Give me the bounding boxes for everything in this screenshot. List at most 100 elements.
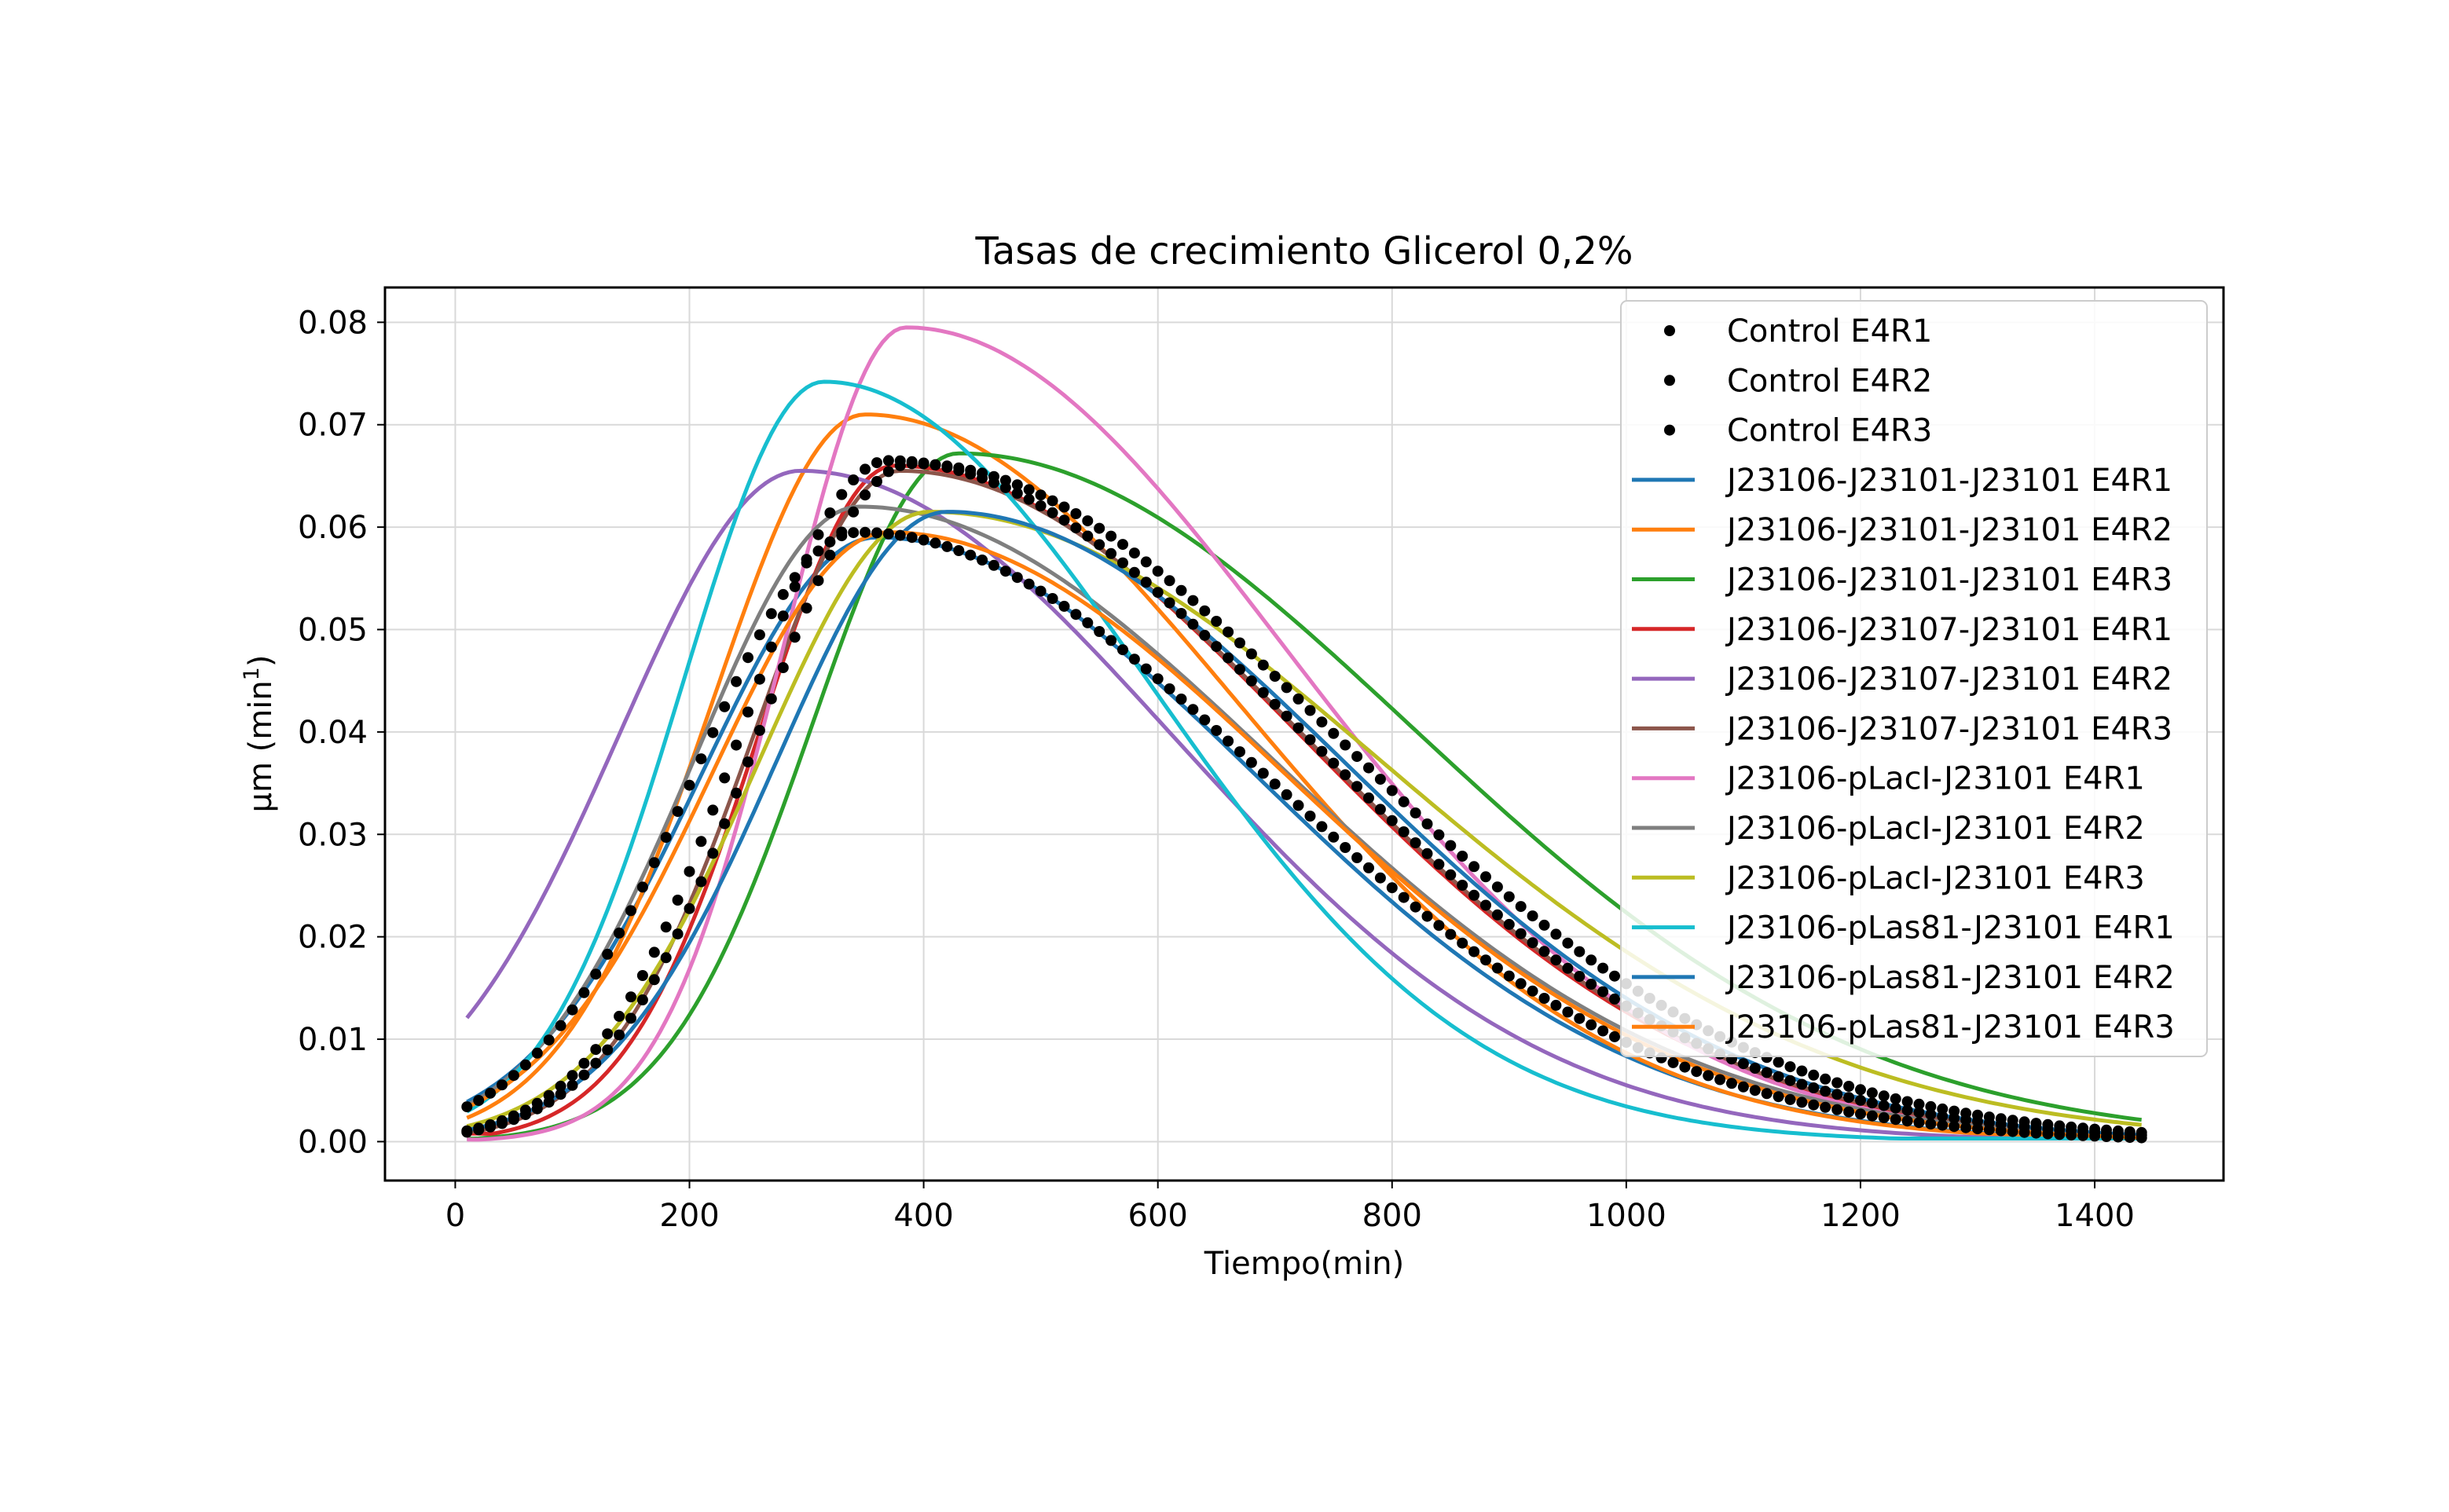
data-point [1972,1123,1983,1135]
legend-label: J23106-pLacI-J23101 E4R3 [1725,860,2145,896]
data-point [836,489,848,500]
data-point [1808,1099,1820,1111]
data-point [625,991,636,1003]
data-point [1925,1100,1937,1112]
data-point [2136,1132,2147,1144]
x-tick-label: 600 [1128,1198,1188,1234]
data-point [789,632,801,643]
data-point [636,881,648,893]
data-point [941,540,953,552]
y-tick-label: 0.04 [298,715,368,751]
x-tick-label: 800 [1362,1198,1422,1234]
data-point [1995,1113,2007,1125]
data-point [1398,891,1410,903]
data-point [1784,1093,1796,1105]
y-axis-label: μm (min1) [240,655,279,813]
data-point [1480,899,1491,911]
legend-label: Control E4R1 [1727,313,1932,350]
y-tick-label: 0.03 [298,817,368,853]
data-point [1831,1077,1843,1089]
data-point [1421,818,1433,829]
data-point [1820,1085,1831,1097]
data-point [2054,1120,2066,1132]
data-point [1562,937,1574,949]
y-tick-label: 0.00 [298,1124,368,1160]
data-point [1245,675,1257,686]
data-point [1421,910,1433,922]
data-point [1820,1101,1831,1113]
data-point [1527,985,1538,997]
data-point [812,575,824,587]
data-point [1245,756,1257,768]
data-point [1491,962,1503,974]
data-point [1398,796,1410,807]
data-point [1737,1058,1749,1070]
data-point [2101,1131,2112,1142]
data-point [812,529,824,540]
data-point [614,927,625,939]
data-point [731,739,742,751]
data-point [1140,663,1152,675]
data-point [2018,1126,2030,1138]
data-point [1340,842,1351,853]
data-point [765,608,777,620]
data-point [1211,616,1223,627]
data-point [742,756,753,768]
data-point [871,476,882,487]
x-tick-label: 1400 [2055,1198,2135,1234]
data-point [1515,901,1527,913]
data-point [602,1028,614,1040]
data-point [555,1020,566,1031]
data-point [906,458,918,470]
data-point [1223,735,1234,747]
data-point [824,549,836,561]
series-dots-2 [461,526,2147,1144]
data-point [1855,1084,1866,1096]
data-point [848,527,860,539]
data-point [1058,501,1070,513]
data-point [1047,495,1058,507]
data-point [894,529,906,541]
data-point [1784,1061,1796,1073]
data-point [1550,954,1562,966]
data-point [1281,682,1292,694]
data-point [1340,739,1351,751]
series-line-12 [466,379,2142,1140]
data-point [1211,725,1223,736]
data-point [906,532,918,544]
data-point [1398,826,1410,837]
data-point [1586,979,1597,990]
data-point [1094,539,1105,551]
data-point [1433,829,1445,840]
data-point [707,848,719,859]
y-tick-label: 0.06 [298,510,368,546]
data-point [1597,986,1609,998]
data-point [625,1012,636,1024]
plot-frame [383,286,2225,1182]
data-point [1878,1112,1890,1123]
data-point [660,921,672,933]
legend-label: Control E4R2 [1727,363,1932,399]
data-point [1550,928,1562,940]
data-point [836,530,848,542]
data-point [1737,1081,1749,1093]
data-point [1035,489,1047,501]
data-point [2007,1126,2018,1137]
data-point [1164,575,1175,587]
data-point [777,610,789,622]
data-point [1363,862,1374,873]
data-point [1023,578,1035,590]
data-point [1128,653,1140,665]
data-point [566,1070,578,1082]
data-point [1550,999,1562,1011]
data-point [1292,693,1304,705]
data-point [1023,484,1035,496]
data-point [1843,1106,1855,1118]
data-point [1878,1090,1890,1102]
data-point [719,701,731,712]
data-point [1457,937,1468,949]
data-point [2030,1118,2042,1129]
data-point [1292,722,1304,734]
data-point [1749,1085,1761,1096]
data-point [508,1070,519,1082]
